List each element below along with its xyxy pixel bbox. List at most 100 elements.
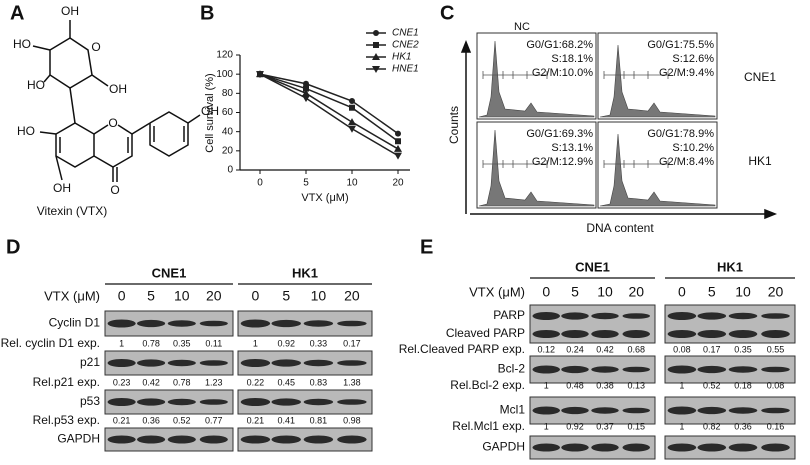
band <box>761 313 790 319</box>
structure-bonds <box>32 20 201 182</box>
quantification: 1 <box>253 338 258 348</box>
group-label: HK1 <box>292 265 318 280</box>
series-line <box>259 73 399 135</box>
x-axis-label: DNA content <box>586 221 654 235</box>
atom-label: OH <box>61 4 79 18</box>
band <box>622 330 650 338</box>
band <box>167 359 196 367</box>
dose: 0 <box>542 284 550 300</box>
quantification: 0.42 <box>142 377 160 387</box>
panel-label: C <box>440 2 454 24</box>
band <box>622 366 650 373</box>
band <box>761 407 790 414</box>
y-tick-label: 120 <box>216 50 233 61</box>
phase-percent: G2/M:12.9% <box>532 156 593 168</box>
band <box>697 330 727 338</box>
atom-label: HO <box>13 37 31 51</box>
quantification: 0.36 <box>734 421 752 431</box>
protein-label: Mcl1 <box>500 403 526 417</box>
band <box>728 366 758 373</box>
quantification: 0.24 <box>566 344 584 354</box>
y-tick-label: 40 <box>222 126 234 137</box>
band <box>728 330 758 338</box>
row-label: CNE1 <box>744 70 776 84</box>
x-tick-label: 10 <box>346 178 358 189</box>
band <box>167 435 196 444</box>
band <box>667 443 697 452</box>
phase-percent: G0/G1:78.9% <box>647 128 714 140</box>
legend-label: HK1 <box>392 52 411 63</box>
band <box>591 443 619 452</box>
quantification: 1 <box>679 421 684 431</box>
band <box>199 435 228 444</box>
dose: 20 <box>628 284 644 300</box>
atom-label: OH <box>201 104 219 118</box>
y-tick-label: 100 <box>216 69 233 80</box>
quantification: 0.18 <box>734 380 752 390</box>
quant-label: Rel.Bcl-2 exp. <box>450 378 525 392</box>
dose: 10 <box>311 288 327 304</box>
dose-label: VTX (μM) <box>469 284 525 299</box>
quantification: 0.35 <box>173 338 191 348</box>
band <box>532 330 560 338</box>
band <box>337 360 367 366</box>
dose: 20 <box>344 288 360 304</box>
quantification: 0.52 <box>703 380 721 390</box>
band <box>303 435 334 444</box>
band <box>271 398 301 406</box>
band <box>532 312 560 320</box>
panel-label: D <box>6 236 20 258</box>
row-label: HK1 <box>748 154 772 168</box>
phase-percent: G2/M:8.4% <box>659 156 714 168</box>
dose: 5 <box>708 284 716 300</box>
phase-percent: S:18.1% <box>551 53 593 65</box>
band <box>271 359 301 367</box>
panel-label: B <box>200 2 214 24</box>
histogram <box>599 133 716 207</box>
marker <box>302 95 310 103</box>
protein-label: p53 <box>80 394 100 408</box>
marker <box>395 130 401 137</box>
atom-label: HO <box>27 78 45 92</box>
series-line <box>259 73 399 142</box>
protein-label: Cleaved PARP <box>446 326 525 340</box>
flow-axes <box>460 39 778 220</box>
marker <box>349 104 355 111</box>
quant-label: Rel. cyclin D1 exp. <box>1 336 100 350</box>
quantification: 0.83 <box>310 377 328 387</box>
y-axis-label: Counts <box>447 106 461 144</box>
column-label: NC <box>514 21 530 33</box>
marker <box>373 30 379 36</box>
band <box>271 319 301 328</box>
band <box>167 398 196 406</box>
atom-label: O <box>91 40 100 54</box>
marker <box>303 85 309 92</box>
quantification: 0.16 <box>767 421 785 431</box>
marker <box>348 125 356 133</box>
histogram <box>478 40 595 118</box>
y-tick-label: 0 <box>227 165 233 176</box>
band <box>107 319 136 328</box>
legend-label: HNE1 <box>392 64 419 75</box>
atom-label: OH <box>109 82 127 96</box>
band <box>303 398 334 406</box>
dose: 10 <box>597 284 613 300</box>
histogram <box>599 44 716 118</box>
band <box>337 399 367 405</box>
band <box>199 320 228 327</box>
marker <box>372 66 380 73</box>
quantification: 0.15 <box>627 421 645 431</box>
band <box>761 443 790 452</box>
band <box>240 319 271 328</box>
band <box>697 312 727 320</box>
protein-label: p21 <box>80 355 100 369</box>
y-tick-label: 80 <box>222 88 234 99</box>
quantification: 1.23 <box>205 377 223 387</box>
band <box>728 407 758 414</box>
marker <box>394 152 402 160</box>
band <box>337 435 367 444</box>
dose: 10 <box>174 288 190 304</box>
phase-percent: G2/M:10.0% <box>532 67 593 79</box>
band <box>667 406 697 415</box>
legend-label: CNE1 <box>392 28 419 39</box>
